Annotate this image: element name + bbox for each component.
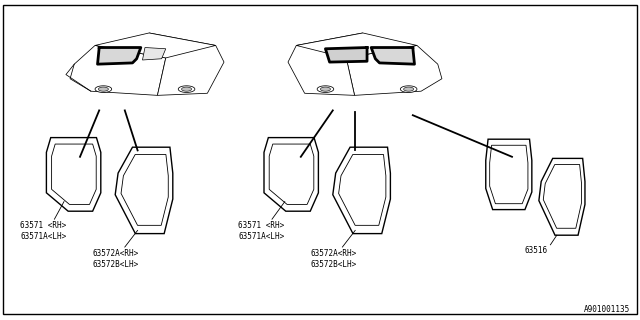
Text: 63572A<RH>
63572B<LH>: 63572A<RH> 63572B<LH>: [310, 249, 356, 269]
Polygon shape: [143, 48, 166, 60]
Polygon shape: [47, 138, 101, 211]
Text: 63571 <RH>
63571A<LH>: 63571 <RH> 63571A<LH>: [20, 221, 67, 241]
Polygon shape: [149, 33, 224, 95]
Polygon shape: [182, 87, 191, 91]
Polygon shape: [288, 33, 363, 95]
Polygon shape: [264, 138, 319, 211]
Text: 63572A<RH>
63572B<LH>: 63572A<RH> 63572B<LH>: [93, 249, 139, 269]
Polygon shape: [539, 158, 585, 235]
Polygon shape: [346, 45, 442, 95]
Text: 63571 <RH>
63571A<LH>: 63571 <RH> 63571A<LH>: [238, 221, 284, 241]
Polygon shape: [401, 86, 417, 92]
Polygon shape: [371, 48, 415, 64]
Text: 63516: 63516: [525, 246, 548, 255]
Polygon shape: [97, 48, 141, 64]
Polygon shape: [317, 86, 334, 92]
Polygon shape: [70, 45, 166, 95]
Polygon shape: [321, 87, 330, 91]
Polygon shape: [296, 33, 417, 58]
Polygon shape: [99, 87, 108, 91]
Polygon shape: [325, 48, 367, 62]
Polygon shape: [486, 139, 532, 210]
Polygon shape: [95, 86, 112, 92]
Polygon shape: [179, 86, 195, 92]
Polygon shape: [95, 33, 216, 58]
Polygon shape: [115, 147, 173, 234]
Polygon shape: [404, 87, 413, 91]
Text: A901001135: A901001135: [584, 305, 630, 314]
Polygon shape: [333, 147, 390, 234]
